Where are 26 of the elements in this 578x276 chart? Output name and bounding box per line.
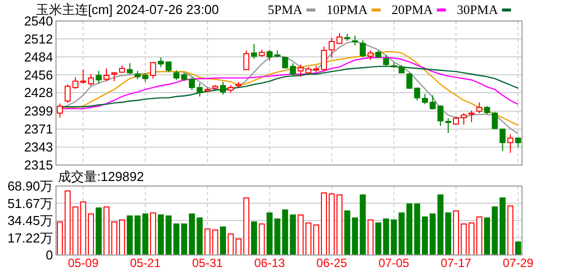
y-tick-label: 34.45万: [7, 213, 53, 228]
legend-label: 10PMA: [326, 2, 368, 17]
legend-label: 30PMA: [456, 2, 499, 17]
x-tick-label: 05-21: [130, 256, 161, 270]
y-tick-label: 2484: [24, 49, 53, 64]
y-tick-label: 2456: [24, 67, 53, 82]
x-tick-label: 06-25: [316, 256, 348, 270]
legend-label: 20PMA: [392, 2, 434, 17]
x-tick-label: 05-09: [68, 256, 99, 270]
y-tick-label: 2371: [24, 122, 53, 137]
y-tick-label: 2428: [24, 85, 53, 100]
legend-label: 5PMA: [268, 2, 304, 17]
y-tick-label: 2512: [24, 31, 53, 46]
y-tick-label: 17.22万: [7, 230, 53, 246]
y-tick-label: 2343: [24, 140, 53, 155]
x-tick-label: 07-17: [440, 256, 472, 270]
x-tick-label: 05-31: [192, 256, 224, 270]
y-tick-label: 2315: [24, 158, 53, 172]
y-tick-label: 51.67万: [7, 196, 53, 211]
chart-title: 成交量:129892: [58, 169, 144, 184]
y-tick-label: 2399: [24, 104, 53, 119]
x-tick-label: 07-05: [378, 256, 410, 270]
y-tick-label: 0: [46, 248, 53, 262]
x-tick-label: 07-29: [502, 256, 534, 270]
y-tick-label: 68.90万: [7, 178, 53, 194]
x-tick-label: 06-13: [254, 256, 286, 270]
